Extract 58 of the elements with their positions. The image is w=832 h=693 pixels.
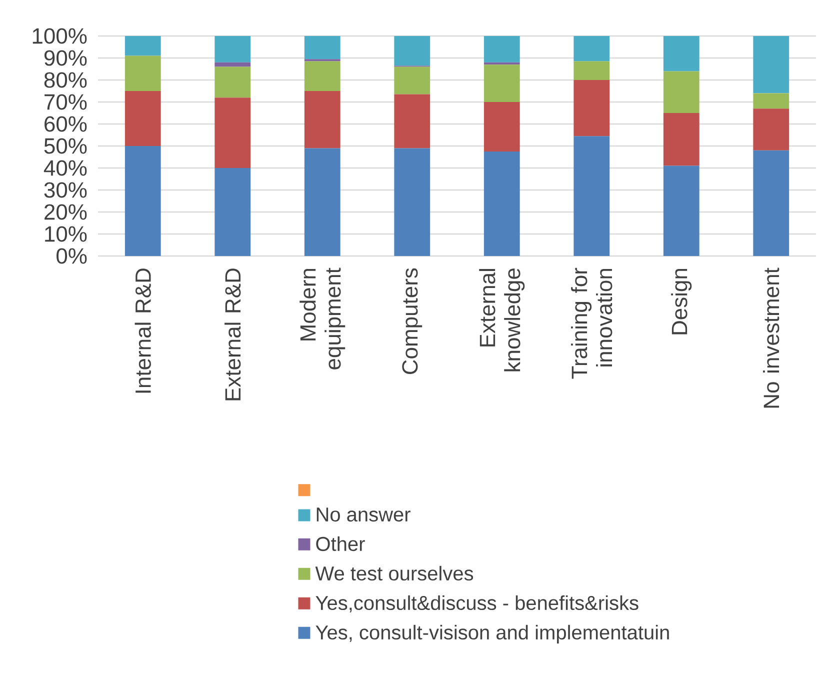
bar bbox=[394, 148, 430, 256]
legend-label: Yes, consult-visison and implementatuin bbox=[316, 624, 669, 644]
bar bbox=[214, 66, 251, 98]
x-tick-label: External R&D bbox=[224, 268, 241, 400]
bar bbox=[124, 90, 161, 146]
bar bbox=[214, 168, 251, 256]
bar bbox=[484, 151, 520, 256]
bar bbox=[124, 56, 161, 91]
bar bbox=[753, 93, 790, 109]
bar bbox=[304, 148, 340, 256]
y-tick-label: 20% bbox=[44, 204, 87, 220]
y-tick-label: 100% bbox=[32, 28, 87, 44]
bar bbox=[394, 94, 430, 148]
x-tick-label: Modern equipment bbox=[300, 268, 346, 370]
y-tick-label: 90% bbox=[44, 50, 87, 66]
x-tick-label: Design bbox=[671, 268, 692, 334]
y-tick-label: 10% bbox=[45, 226, 87, 242]
bar bbox=[214, 36, 251, 62]
bar bbox=[574, 80, 610, 136]
bar bbox=[574, 61, 610, 80]
bar bbox=[753, 36, 790, 94]
bar bbox=[574, 136, 610, 256]
bar bbox=[124, 146, 161, 256]
x-tick-label: No investment bbox=[763, 268, 780, 408]
bar bbox=[484, 36, 520, 62]
legend-label: Yes,consult&discuss - benefits&risks bbox=[316, 595, 638, 612]
bar bbox=[214, 98, 251, 168]
legend-label: Other bbox=[316, 536, 365, 552]
bar bbox=[753, 108, 790, 150]
bar bbox=[663, 36, 700, 72]
y-tick-label: 60% bbox=[44, 116, 87, 132]
bar bbox=[663, 71, 700, 113]
bar bbox=[304, 36, 340, 60]
bar bbox=[484, 62, 520, 65]
bar bbox=[214, 62, 251, 67]
bar bbox=[484, 64, 520, 102]
x-tick-label: External knowledge bbox=[479, 268, 525, 372]
bar bbox=[753, 150, 790, 256]
bar bbox=[574, 36, 610, 62]
x-tick-label: Training for innovation bbox=[571, 268, 612, 379]
legend-label: No answer bbox=[316, 508, 410, 522]
bar bbox=[304, 90, 340, 148]
legend-label: We test ourselves bbox=[315, 566, 474, 581]
bar bbox=[394, 66, 430, 94]
y-tick-label: 40% bbox=[44, 160, 87, 176]
y-tick-label: 70% bbox=[44, 94, 87, 110]
y-tick-label: 50% bbox=[44, 138, 87, 154]
bar bbox=[124, 36, 161, 56]
bar bbox=[663, 166, 700, 256]
y-tick-label: 30% bbox=[44, 182, 87, 198]
x-tick-label: Internal R&D bbox=[134, 268, 151, 393]
bar bbox=[663, 112, 700, 166]
bar bbox=[484, 102, 520, 152]
bar bbox=[304, 61, 340, 91]
bar bbox=[394, 36, 430, 66]
y-tick-label: 80% bbox=[44, 72, 87, 88]
x-tick-label: Computers bbox=[402, 268, 422, 374]
y-tick-label: 0% bbox=[56, 248, 87, 264]
